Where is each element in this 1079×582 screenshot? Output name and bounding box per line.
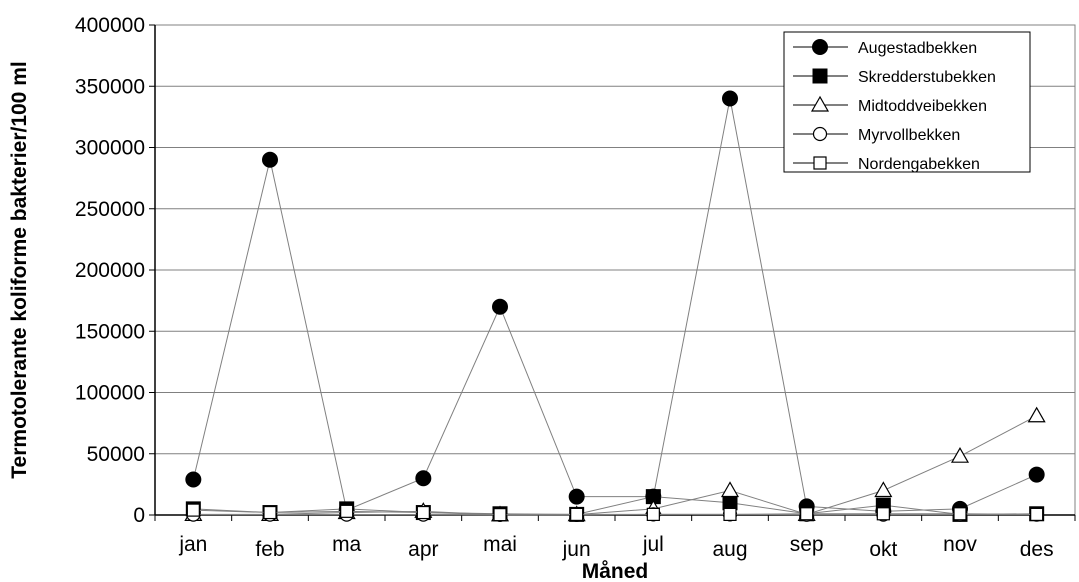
- x-tick-label: des: [1020, 538, 1054, 561]
- y-tick-label: 100000: [75, 382, 145, 405]
- legend-label: Skredderstubekken: [858, 69, 996, 86]
- legend: Augestadbekken Skredderstubekken Midtoddve…: [783, 31, 1031, 173]
- x-tick-label: feb: [255, 538, 284, 561]
- series-line: [192, 98, 1037, 512]
- data-point: [493, 508, 507, 522]
- x-tick-label: jan: [178, 533, 207, 556]
- x-tick-label: jun: [562, 538, 591, 561]
- x-tick-label: okt: [869, 538, 897, 561]
- legend-label: Nordengabekken: [858, 156, 980, 173]
- data-point: [568, 488, 585, 505]
- data-point: [186, 503, 200, 517]
- data-point: [415, 470, 432, 487]
- legend-box: [783, 31, 1031, 173]
- legend-marker: [813, 156, 827, 170]
- legend-item: Skredderstubekken: [793, 68, 996, 86]
- data-point: [800, 507, 814, 521]
- y-tick-label: 50000: [87, 443, 145, 466]
- y-tick-label: 0: [133, 504, 145, 527]
- legend-label: Augestadbekken: [858, 40, 977, 57]
- data-point: [1028, 466, 1045, 483]
- legend-item: Nordengabekken: [793, 156, 980, 173]
- series-nordengabekken: [186, 503, 1044, 522]
- legend-marker: [812, 39, 828, 55]
- series-group: [184, 90, 1046, 522]
- series-line: [193, 415, 1037, 516]
- data-point: [720, 481, 740, 498]
- data-point: [492, 298, 508, 315]
- legend-label: Myrvollbekken: [858, 127, 960, 144]
- y-tick-label: 300000: [75, 137, 145, 160]
- data-point: [646, 507, 660, 521]
- x-tick-label: sep: [790, 533, 824, 556]
- data-point: [876, 507, 890, 521]
- data-point: [570, 507, 584, 521]
- data-point: [263, 505, 277, 520]
- data-point: [722, 90, 738, 107]
- x-axis-title: Måned: [582, 560, 649, 582]
- legend-marker: [812, 68, 828, 84]
- series-line: [193, 509, 1037, 516]
- data-point: [340, 504, 354, 518]
- legend-item: Augestadbekken: [793, 39, 977, 57]
- data-point: [185, 471, 202, 488]
- x-tick-label: apr: [408, 538, 438, 561]
- legend-item: Myrvollbekken: [793, 126, 960, 144]
- series-line: [193, 496, 1037, 515]
- x-tick-label: jul: [642, 533, 664, 556]
- data-point: [262, 151, 278, 168]
- legend-marker: [812, 126, 828, 142]
- data-point: [1027, 406, 1046, 423]
- y-axis-title: Termotolerante koliforme bakterier/100 m…: [8, 61, 31, 478]
- legend-marker: [810, 95, 830, 112]
- data-point: [874, 481, 893, 498]
- data-point: [950, 446, 970, 463]
- legend-label: Midtoddveibekken: [858, 98, 987, 115]
- x-tick-label: aug: [712, 538, 747, 561]
- x-tick-label: mai: [483, 533, 517, 556]
- y-tick-label: 150000: [75, 320, 145, 343]
- series-augestadbekken: [185, 90, 1045, 520]
- y-axis-ticks: 0 50000 100000 150000 200000 250000 300000 3500…: [75, 14, 155, 527]
- y-tick-label: 200000: [75, 259, 145, 282]
- x-tick-label: ma: [332, 533, 361, 556]
- data-point: [1030, 507, 1044, 521]
- y-tick-label: 400000: [75, 14, 145, 37]
- data-point: [953, 507, 967, 521]
- legend-item: Midtoddveibekken: [793, 95, 987, 115]
- y-tick-label: 250000: [75, 198, 145, 221]
- x-tick-label: nov: [943, 533, 977, 556]
- y-tick-label: 350000: [75, 75, 145, 98]
- x-axis-ticks: jan feb ma apr mai jun jul aug sep okt nov des: [154, 515, 1076, 561]
- data-point: [416, 505, 430, 520]
- data-point: [723, 507, 737, 521]
